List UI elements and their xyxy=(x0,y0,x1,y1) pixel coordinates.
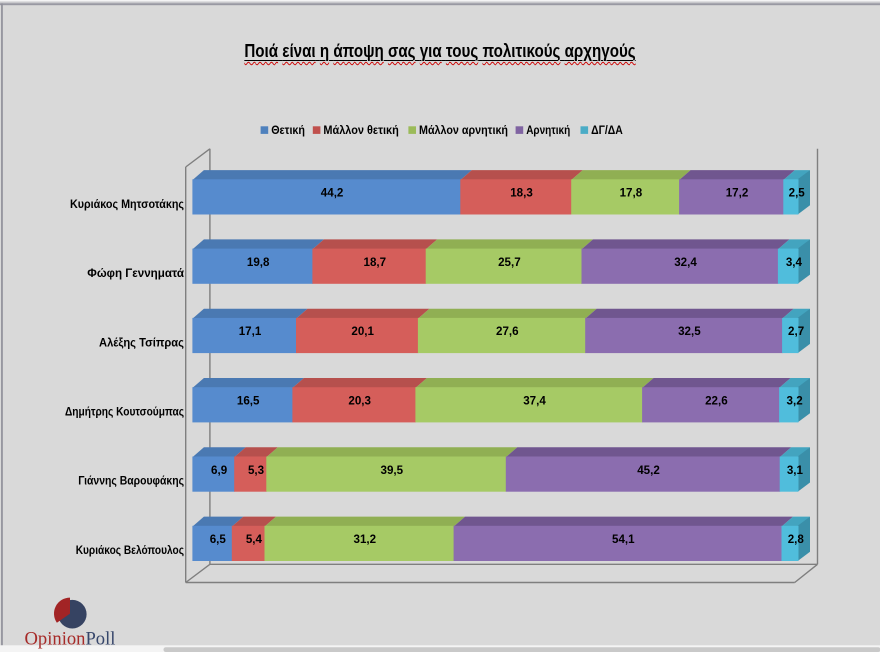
svg-text:22,6: 22,6 xyxy=(705,395,728,408)
svg-text:45,2: 45,2 xyxy=(637,464,660,477)
svg-text:3,1: 3,1 xyxy=(787,464,804,477)
svg-text:6,9: 6,9 xyxy=(211,464,228,477)
svg-text:Μάλλον θετική: Μάλλον θετική xyxy=(323,123,398,137)
svg-text:44,2: 44,2 xyxy=(321,187,344,200)
svg-text:39,5: 39,5 xyxy=(381,464,404,477)
svg-text:37,4: 37,4 xyxy=(523,395,546,408)
svg-text:31,2: 31,2 xyxy=(354,533,377,546)
svg-text:6,5: 6,5 xyxy=(210,533,227,546)
svg-text:32,5: 32,5 xyxy=(678,325,701,338)
svg-text:17,2: 17,2 xyxy=(726,187,749,200)
svg-text:Κυριάκος Βελόπουλος: Κυριάκος Βελόπουλος xyxy=(76,544,184,557)
svg-text:Αρνητική: Αρνητική xyxy=(526,123,570,137)
svg-text:OpinionPoll: OpinionPoll xyxy=(25,629,116,650)
svg-text:Αλέξης Τσίπρας: Αλέξης Τσίπρας xyxy=(99,336,184,349)
svg-text:25,7: 25,7 xyxy=(498,256,521,269)
svg-text:18,7: 18,7 xyxy=(364,256,387,269)
svg-text:2,5: 2,5 xyxy=(789,187,806,200)
svg-text:20,3: 20,3 xyxy=(348,395,371,408)
svg-text:17,8: 17,8 xyxy=(620,187,643,200)
svg-text:3,2: 3,2 xyxy=(787,395,803,408)
svg-text:18,3: 18,3 xyxy=(510,187,533,200)
svg-text:Μάλλον αρνητική: Μάλλον αρνητική xyxy=(419,123,508,137)
svg-text:3,4: 3,4 xyxy=(786,256,803,269)
svg-text:17,1: 17,1 xyxy=(239,325,262,338)
svg-text:Γιάννης Βαρουφάκης: Γιάννης Βαρουφάκης xyxy=(78,475,184,488)
svg-text:20,1: 20,1 xyxy=(351,325,374,338)
svg-text:Κυριάκος Μητσοτάκης: Κυριάκος Μητσοτάκης xyxy=(70,198,184,211)
svg-text:5,4: 5,4 xyxy=(246,533,263,546)
svg-text:ΔΓ/ΔΑ: ΔΓ/ΔΑ xyxy=(591,123,623,137)
svg-text:16,5: 16,5 xyxy=(237,395,260,408)
svg-text:Θετική: Θετική xyxy=(271,123,305,137)
svg-text:Δημήτρης Κουτσούμπας: Δημήτρης Κουτσούμπας xyxy=(65,406,184,419)
svg-text:54,1: 54,1 xyxy=(612,533,635,546)
svg-text:32,4: 32,4 xyxy=(674,256,697,269)
svg-text:19,8: 19,8 xyxy=(247,256,270,269)
svg-text:5,3: 5,3 xyxy=(248,464,265,477)
svg-text:Φώφη Γεννηματά: Φώφη Γεννηματά xyxy=(87,267,185,280)
svg-text:2,8: 2,8 xyxy=(788,533,805,546)
svg-text:27,6: 27,6 xyxy=(496,325,519,338)
svg-text:2,7: 2,7 xyxy=(788,325,804,338)
